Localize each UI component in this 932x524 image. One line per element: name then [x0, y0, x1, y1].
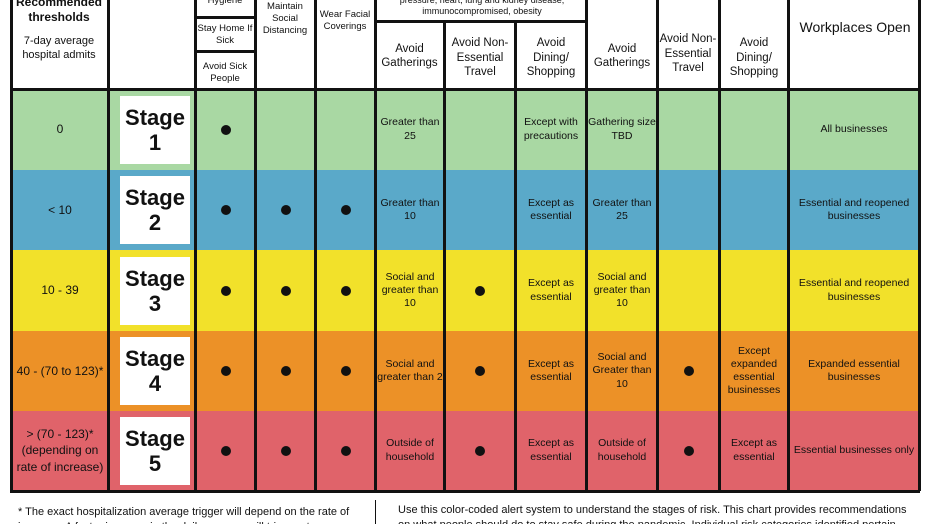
- g2-gatherings-cell: Social and Greater than 10: [592, 351, 652, 390]
- g2-gatherings-cell: Greater than 25: [592, 196, 652, 222]
- stage-2-badge: Stage 2: [117, 173, 193, 247]
- risk-categories-note: pressure, heart, lung and kidney disease…: [400, 0, 565, 16]
- avoid-sick-header: Avoid Sick People: [202, 61, 248, 84]
- grid-line: [194, 50, 257, 53]
- avoid-sick-dot: [197, 89, 254, 170]
- face-coverings-dot: [317, 250, 374, 331]
- stage-word: Stage: [125, 345, 185, 371]
- g2-dining-cell: Except expanded essential businesses: [727, 344, 781, 397]
- face-coverings-dot: [317, 411, 374, 490]
- grid-line: [585, 0, 588, 491]
- grid-line: [514, 22, 517, 491]
- g2-dining-cell: Except as essential: [730, 437, 778, 463]
- g2-gatherings-cell: Gathering size TBD: [588, 116, 656, 142]
- stage-word: Stage: [125, 265, 185, 291]
- g1-gatherings-cell: Greater than 10: [380, 196, 440, 222]
- workplaces-cell: Expanded essential businesses: [808, 357, 900, 383]
- stay-home-header: Stay Home If Sick: [197, 23, 253, 46]
- grid-line: [10, 0, 13, 491]
- stage-word: Stage: [125, 184, 185, 210]
- grid-line: [107, 0, 110, 491]
- g1-gatherings-header: Avoid Gatherings: [381, 42, 438, 69]
- g2-travel-dot: [659, 411, 718, 490]
- avoid-sick-dot: [197, 411, 254, 490]
- g1-gatherings-cell: Outside of household: [385, 437, 435, 463]
- grid-line: [10, 88, 920, 91]
- stage-word: Stage: [125, 104, 185, 130]
- face-coverings-dot: [317, 170, 374, 250]
- grid-line: [194, 16, 257, 19]
- workplaces-cell: Essential businesses only: [793, 443, 915, 456]
- stage-number: 4: [148, 371, 162, 396]
- grid-line: [194, 0, 197, 491]
- g2-gatherings-header: Avoid Gatherings: [593, 42, 651, 69]
- social-distancing-header: Maintain Social Distancing: [262, 1, 308, 36]
- stage-number: 3: [148, 291, 162, 316]
- social-distancing-dot: [257, 411, 314, 490]
- grid-line: [374, 20, 588, 23]
- g1-travel-dot: [446, 331, 514, 411]
- g2-dining-header: Avoid Dining/ Shopping: [729, 37, 779, 79]
- stage-word: Stage: [125, 425, 185, 451]
- g1-gatherings-cell: Social and greater than 2: [377, 357, 443, 383]
- g1-dining-cell: Except as essential: [527, 357, 575, 383]
- g2-travel-dot: [659, 331, 718, 411]
- threshold-stage-5: > (70 - 123)* (depending on rate of incr…: [16, 427, 104, 474]
- threshold-stage-3: 10 - 39: [41, 283, 79, 298]
- g1-travel-header: Avoid Non-Essential Travel: [451, 37, 509, 79]
- footnote-left: * The exact hospitalization average trig…: [18, 506, 350, 524]
- grid-line: [314, 0, 317, 491]
- grid-line: [718, 0, 721, 491]
- stage-1-badge: Stage 1: [117, 93, 193, 167]
- grid-line: [374, 0, 377, 491]
- stage-4-badge: Stage 4: [117, 334, 193, 408]
- g2-travel-header: Avoid Non-Essential Travel: [659, 33, 717, 75]
- avoid-sick-dot: [197, 250, 254, 331]
- grid-line: [10, 490, 920, 493]
- grid-line: [656, 0, 659, 491]
- footer-divider: [375, 500, 376, 524]
- social-distancing-dot: [257, 170, 314, 250]
- grid-line: [254, 0, 257, 491]
- avoid-sick-dot: [197, 331, 254, 411]
- stage-3-badge: Stage 3: [117, 254, 193, 328]
- g1-gatherings-cell: Social and greater than 10: [381, 270, 439, 310]
- thresholds-subtitle: 7-day average hospital admits: [22, 35, 96, 61]
- stage-number: 2: [148, 210, 162, 235]
- grid-line: [443, 22, 446, 491]
- social-distancing-dot: [257, 331, 314, 411]
- workplaces-header: Workplaces Open: [799, 19, 911, 36]
- grid-line: [787, 0, 790, 491]
- workplaces-cell: Essential and reopened businesses: [798, 277, 910, 303]
- g1-dining-cell: Except as essential: [527, 277, 575, 303]
- workplaces-cell: Essential and reopened businesses: [798, 196, 910, 222]
- stage-number: 5: [148, 451, 162, 476]
- threshold-stage-2: < 10: [48, 202, 72, 217]
- g1-travel-dot: [446, 411, 514, 490]
- workplaces-cell: All businesses: [820, 122, 888, 135]
- grid-line: [918, 0, 921, 491]
- g1-travel-dot: [446, 250, 514, 331]
- threshold-stage-1: 0: [56, 122, 64, 137]
- face-coverings-header: Wear Facial Coverings: [319, 9, 371, 32]
- g2-gatherings-cell: Outside of household: [597, 437, 647, 463]
- g1-gatherings-cell: Greater than 25: [380, 116, 440, 142]
- hygiene-header: Hygiene: [207, 0, 243, 7]
- g1-dining-cell: Except as essential: [527, 437, 575, 463]
- avoid-sick-dot: [197, 170, 254, 250]
- face-coverings-dot: [317, 331, 374, 411]
- stage-5-badge: Stage 5: [117, 414, 193, 488]
- g2-gatherings-cell: Social and greater than 10: [593, 270, 651, 310]
- social-distancing-dot: [257, 250, 314, 331]
- g1-dining-cell: Except with precautions: [523, 116, 579, 142]
- thresholds-title: Recommended thresholds: [15, 0, 103, 24]
- g1-dining-cell: Except as essential: [527, 196, 575, 222]
- footnote-right: Use this color-coded alert system to und…: [398, 504, 907, 524]
- threshold-stage-4: 40 - (70 to 123)*: [16, 363, 104, 378]
- stage-number: 1: [148, 130, 162, 155]
- g1-dining-header: Avoid Dining/ Shopping: [526, 37, 576, 79]
